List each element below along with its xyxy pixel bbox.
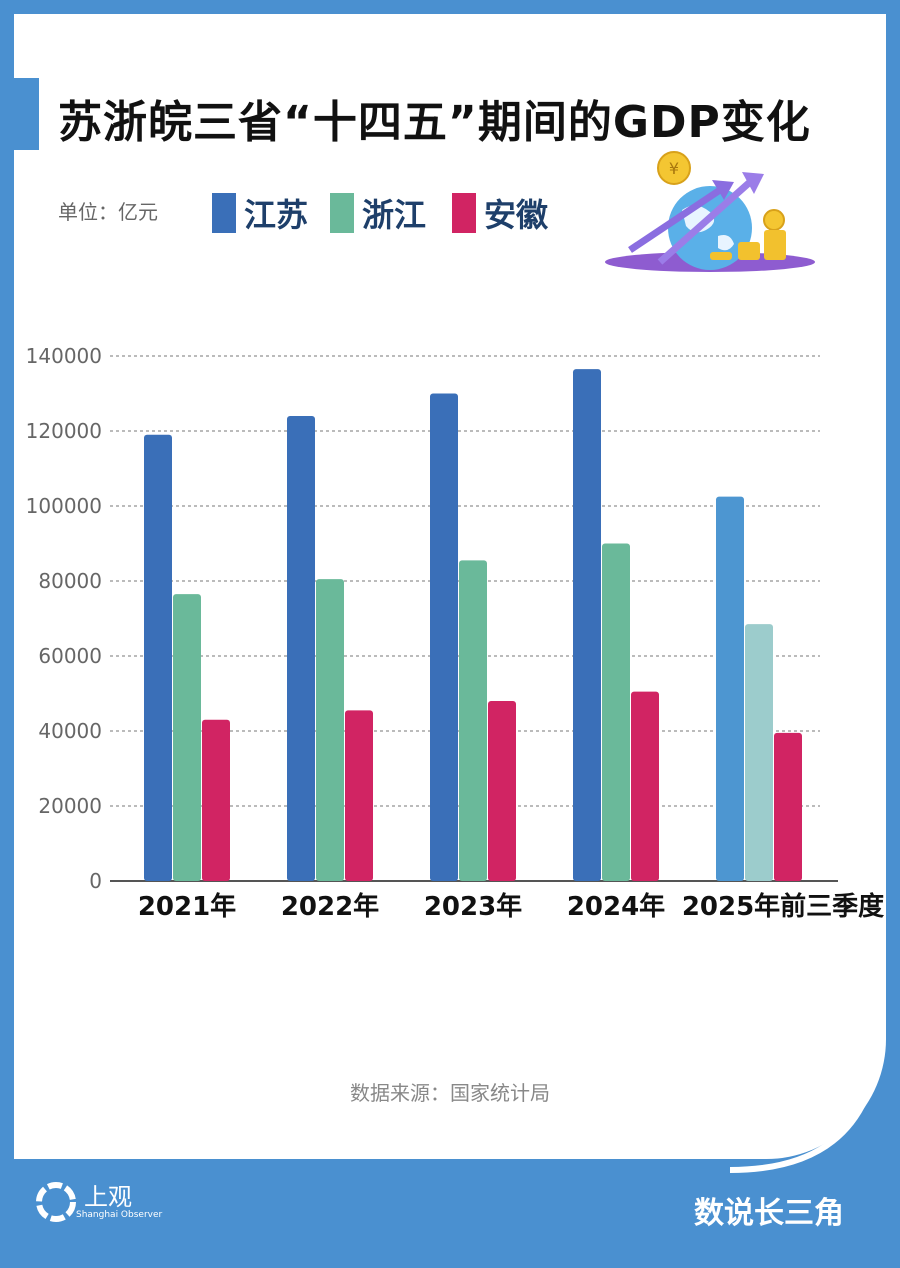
legend-label: 安徽 xyxy=(484,196,549,234)
bar-浙江 xyxy=(602,543,630,881)
bar-浙江 xyxy=(745,624,773,881)
svg-text:¥: ¥ xyxy=(669,159,679,178)
y-tick-label: 80000 xyxy=(38,569,102,593)
y-tick-label: 20000 xyxy=(38,794,102,818)
brand-subtitle: Shanghai Observer xyxy=(76,1210,163,1220)
legend-item-jiangsu: 江苏 xyxy=(212,190,308,236)
x-tick-label: 2022年 xyxy=(281,891,379,922)
legend-item-zhejiang: 浙江 xyxy=(330,190,426,236)
page-title: 苏浙皖三省“十四五”期间的GDP变化 xyxy=(58,97,811,148)
bar-江苏 xyxy=(716,496,744,881)
bar-安徽 xyxy=(631,691,659,881)
legend-swatch xyxy=(330,193,354,233)
bar-安徽 xyxy=(488,701,516,881)
legend-swatch xyxy=(212,193,236,233)
legend-label: 江苏 xyxy=(244,196,309,234)
x-tick-label: 2024年 xyxy=(567,891,665,922)
x-tick-label: 2021年 xyxy=(138,891,236,922)
column-name: 数说长三角 xyxy=(694,1196,844,1231)
legend-item-anhui: 安徽 xyxy=(452,190,548,236)
y-tick-label: 140000 xyxy=(26,344,102,368)
brand-logo: 上观 Shanghai Observer xyxy=(36,1182,162,1222)
bar-浙江 xyxy=(173,594,201,881)
x-tick-label: 2025年前三季度 xyxy=(682,891,884,922)
brand-name: 上观 xyxy=(84,1183,132,1211)
title-accent-bar xyxy=(14,78,39,150)
x-tick-label: 2023年 xyxy=(424,891,522,922)
bar-浙江 xyxy=(316,579,344,881)
bar-安徽 xyxy=(202,719,230,881)
y-tick-label: 60000 xyxy=(38,644,102,668)
y-tick-label: 100000 xyxy=(26,494,102,518)
gdp-bar-chart: 020000400006000080000100000120000140000 … xyxy=(26,344,885,922)
legend-swatch xyxy=(452,193,476,233)
bar-安徽 xyxy=(345,710,373,881)
y-tick-label: 0 xyxy=(89,869,102,893)
bar-安徽 xyxy=(774,732,802,881)
bar-浙江 xyxy=(459,560,487,881)
unit-label: 单位：亿元 xyxy=(58,200,158,224)
y-tick-label: 120000 xyxy=(26,419,102,443)
bar-江苏 xyxy=(573,369,601,881)
bar-江苏 xyxy=(144,434,172,881)
bar-江苏 xyxy=(287,416,315,881)
source-note: 数据来源：国家统计局 xyxy=(350,1081,550,1105)
bar-江苏 xyxy=(430,393,458,881)
shanghai-observer-logo-icon xyxy=(36,1182,76,1222)
corner-decoration xyxy=(730,1020,883,1173)
legend-label: 浙江 xyxy=(362,196,427,234)
coin-icon xyxy=(657,151,691,185)
globe-icon: ¥ xyxy=(605,151,815,272)
y-tick-label: 40000 xyxy=(38,719,102,743)
